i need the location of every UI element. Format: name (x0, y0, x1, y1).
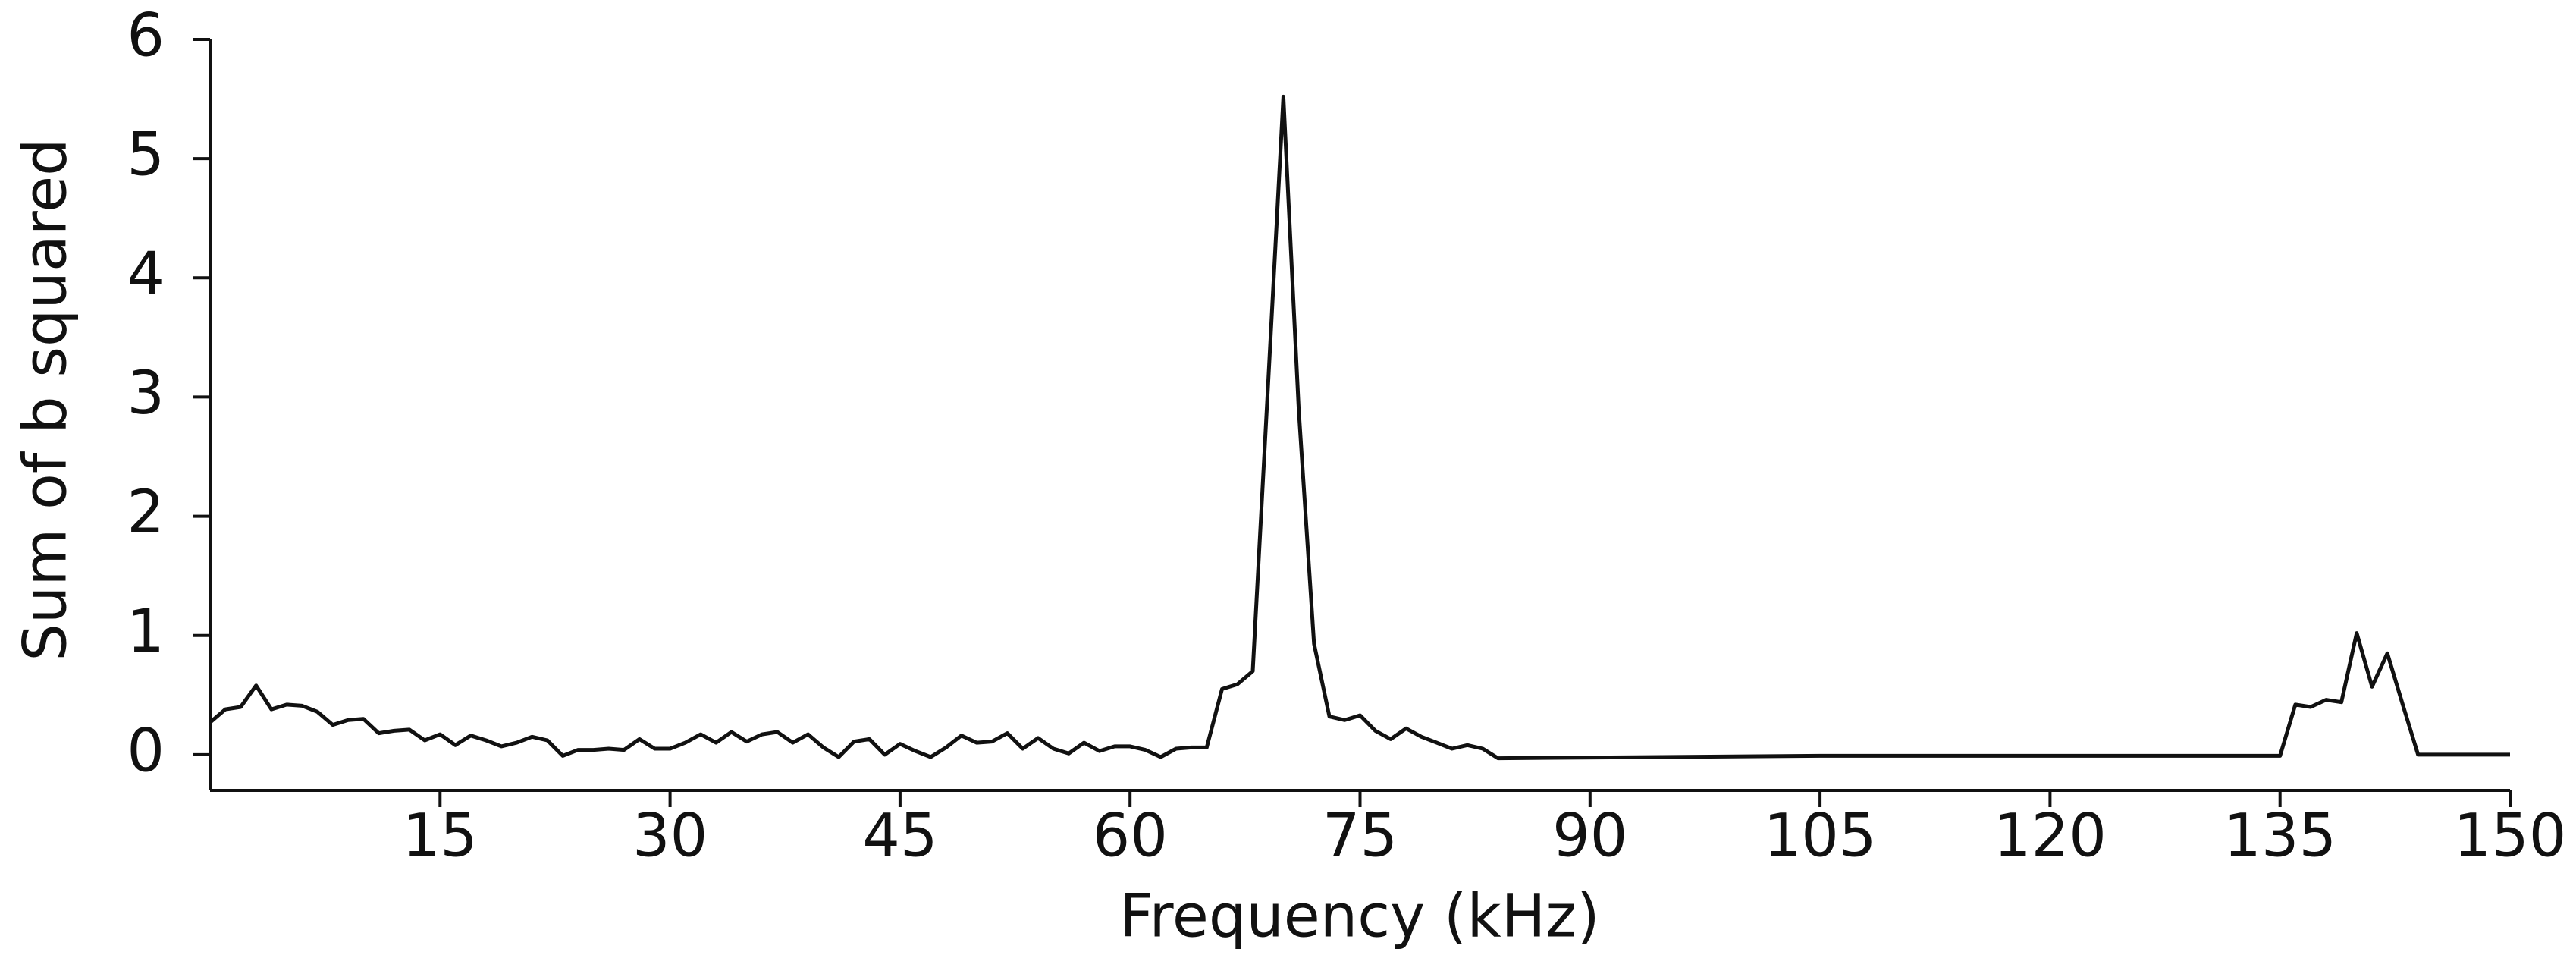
x-tick-label: 60 (1093, 802, 1168, 870)
x-tick-label: 120 (1994, 802, 2107, 870)
y-axis-label: Sum of b squared (11, 138, 80, 661)
x-tick-label: 135 (2223, 802, 2336, 870)
x-tick-label: 30 (632, 802, 708, 870)
x-tick-label: 105 (1764, 802, 1877, 870)
y-tick-label: 0 (127, 717, 165, 785)
x-tick-label: 75 (1323, 802, 1398, 870)
y-tick-label: 5 (127, 121, 165, 190)
x-tick-label: 15 (403, 802, 478, 870)
y-tick-label: 3 (127, 360, 165, 428)
x-tick-label: 45 (862, 802, 937, 870)
data-line (209, 94, 2510, 761)
y-tick-label: 1 (127, 598, 165, 666)
x-tick-label: 90 (1552, 802, 1627, 870)
y-tick-label: 4 (127, 240, 165, 309)
x-axis-label: Frequency (kHz) (1119, 882, 1599, 950)
y-tick-label: 6 (127, 2, 165, 70)
y-tick-label: 2 (127, 479, 165, 547)
x-tick-label: 150 (2454, 802, 2567, 870)
